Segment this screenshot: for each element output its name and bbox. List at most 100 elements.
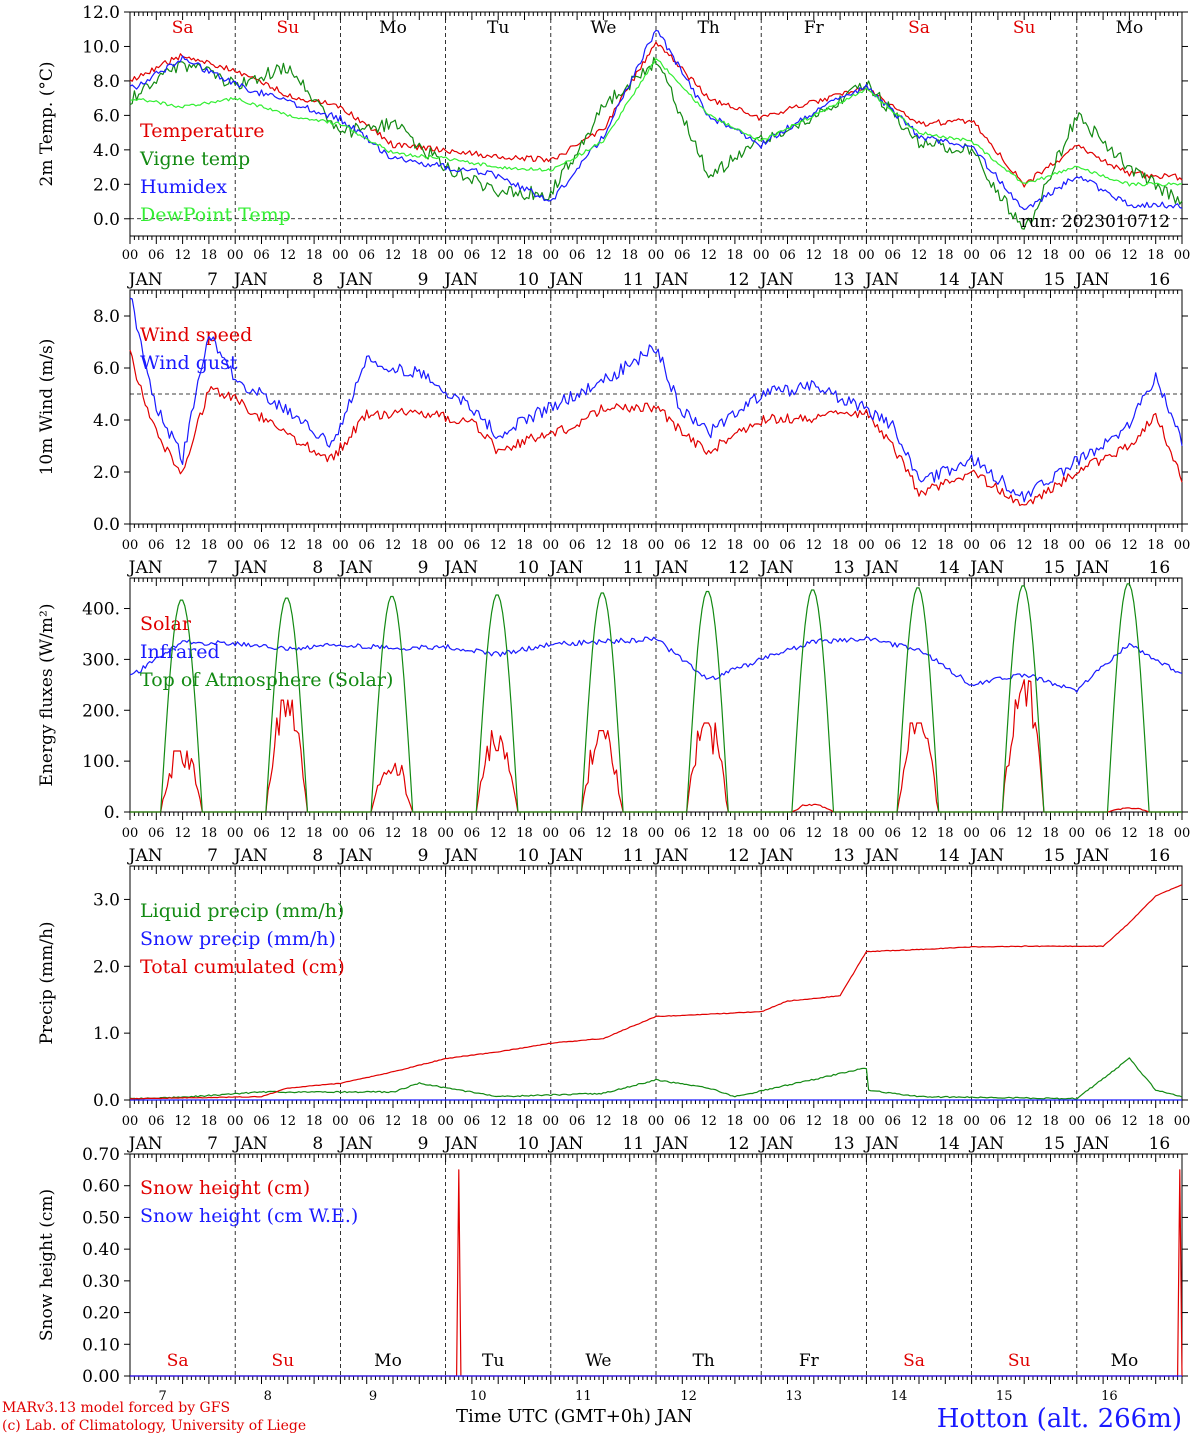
day-number-label: 9 [418,846,429,866]
month-label: JAN [127,270,163,290]
hour-label: 00 [648,248,665,263]
y-tick-label: 0.0 [93,210,120,230]
day-number-label: 15 [1043,558,1065,578]
hour-label: 12 [700,826,717,841]
panel-4: 0.0 1.0 2.0 3.0 Precip (mm/h) 00 06 12 18 00 06 12 1… [37,865,1191,1154]
y-tick-label: 200. [82,701,120,721]
series-line-infrared [129,636,1183,693]
hour-label: 00 [648,538,665,553]
month-label: JAN [653,558,689,578]
y-tick-label: 2.0 [93,175,120,195]
hour-label: 06 [253,826,270,841]
y-tick-label: 0.0 [93,1091,120,1111]
legend-entry: Humidex [140,176,227,198]
month-label: JAN [863,846,899,866]
weekday-label: Mo [379,18,407,38]
hour-label: 12 [911,538,928,553]
hour-label: 18 [1147,248,1164,263]
day-number-label: 16 [1101,1389,1118,1404]
hour-label: 00 [122,1114,139,1129]
y-tick-label: 0.40 [82,1240,120,1260]
day-number-label: 16 [1149,1134,1171,1154]
day-number-label: 13 [833,1134,855,1154]
y-tick-label: 1.0 [93,1024,120,1044]
hour-label: 06 [1095,1114,1112,1129]
hour-label: 12 [385,826,402,841]
hour-label: 12 [1121,1114,1138,1129]
hour-label: 18 [937,248,954,263]
y-tick-label: 2.0 [93,463,120,483]
series-line-total-cumulated-cm- [129,884,1183,1100]
hour-label: 00 [1174,1114,1191,1129]
series-line-wind-gust [129,297,1183,503]
hour-label: 18 [1042,248,1059,263]
hour-label: 06 [253,248,270,263]
month-label: JAN [863,558,899,578]
weekday-label: Th [697,18,719,38]
hour-label: 18 [1147,826,1164,841]
hour-label: 12 [280,1114,297,1129]
hour-label: 06 [779,538,796,553]
day-number-label: 16 [1149,558,1171,578]
hour-label: 12 [174,1114,191,1129]
hour-label: 12 [490,1114,507,1129]
day-number-label: 11 [623,846,645,866]
hour-label: 18 [411,826,428,841]
hour-label: 12 [700,1114,717,1129]
hour-label: 18 [727,1114,744,1129]
hour-label: 00 [963,538,980,553]
hour-label: 00 [858,826,875,841]
hour-label: 18 [306,826,323,841]
hour-label: 00 [1069,826,1086,841]
hour-label: 18 [201,538,218,553]
hour-label: 12 [595,1114,612,1129]
hour-label: 00 [227,538,244,553]
hour-label: 06 [358,826,375,841]
hour-label: 06 [990,1114,1007,1129]
hour-label: 06 [148,248,165,263]
hour-label: 00 [332,538,349,553]
y-axis-label: Energy fluxes (W/m²) [37,604,57,787]
hour-label: 12 [700,248,717,263]
hour-label: 06 [674,538,691,553]
hour-label: 06 [779,248,796,263]
hour-label: 12 [280,538,297,553]
month-label: JAN [653,846,689,866]
hour-label: 06 [990,538,1007,553]
weekday-label: Mo [1111,1351,1139,1371]
month-label: JAN [337,846,373,866]
month-label: JAN [127,558,163,578]
hour-label: 12 [280,826,297,841]
y-tick-label: 8.0 [93,307,120,327]
hour-label: 18 [937,826,954,841]
y-tick-label: 3.0 [93,890,120,910]
y-tick-label: 0.30 [82,1272,120,1292]
hour-label: 12 [700,538,717,553]
hour-label: 00 [858,1114,875,1129]
hour-label: 18 [937,538,954,553]
day-number-label: 9 [418,270,429,290]
day-number-label: 13 [833,558,855,578]
day-number-label: 12 [728,1134,750,1154]
hour-label: 06 [464,1114,481,1129]
weekday-label: Mo [1116,18,1144,38]
day-number-label: 8 [312,558,323,578]
hour-label: 18 [832,826,849,841]
day-number-label: 14 [938,1134,960,1154]
hour-label: 12 [174,248,191,263]
hour-label: 00 [648,826,665,841]
hour-label: 12 [1121,826,1138,841]
series-line-vigne-temp [129,56,1183,230]
hour-label: 18 [832,538,849,553]
month-label: JAN [863,1134,899,1154]
day-number-label: 10 [517,270,539,290]
panel-5: 0.00 0.10 0.20 0.30 0.40 0.50 0.60 0.70 Snow hei… [37,1145,1188,1404]
y-tick-label: 12.0 [82,3,120,23]
hour-label: 06 [464,826,481,841]
hour-label: 06 [1095,248,1112,263]
hour-label: 06 [990,248,1007,263]
day-number-label: 7 [207,270,218,290]
series-line-humidex [129,29,1183,211]
day-number-label: 15 [1043,1134,1065,1154]
hour-label: 06 [1095,538,1112,553]
